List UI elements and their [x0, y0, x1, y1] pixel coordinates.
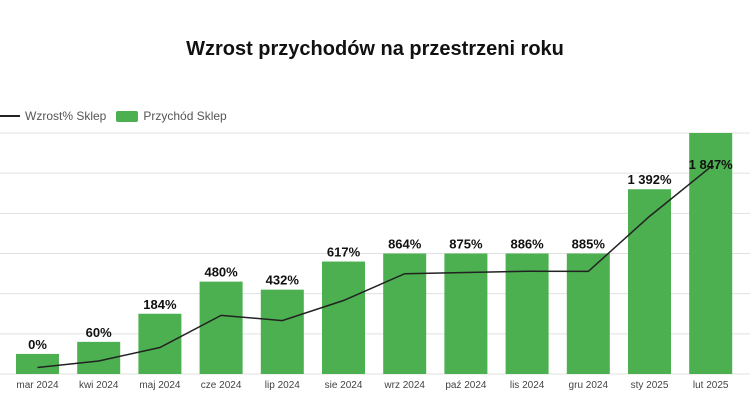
legend-label-growth: Wzrost% Sklep [25, 109, 107, 123]
data-label: 875% [449, 237, 483, 252]
data-label: 480% [204, 265, 238, 280]
data-label: 60% [86, 325, 112, 340]
data-label: 432% [266, 273, 300, 288]
legend-line-marker [0, 115, 20, 117]
data-label: 885% [572, 237, 606, 252]
bar[interactable] [689, 133, 733, 374]
data-label: 1 847% [689, 157, 734, 172]
chart-legend: Wzrost% Sklep Przychód Sklep [0, 106, 237, 126]
bar[interactable] [566, 253, 610, 375]
x-tick-label: maj 2024 [139, 380, 181, 391]
bar[interactable] [444, 253, 488, 375]
data-label: 184% [143, 297, 177, 312]
x-tick-label: cze 2024 [201, 380, 242, 391]
x-tick-label: gru 2024 [569, 380, 609, 391]
chart-title: Wzrost przychodów na przestrzeni roku [186, 38, 564, 60]
data-label: 0% [28, 337, 47, 352]
bar[interactable] [383, 253, 427, 375]
x-tick-label: sie 2024 [325, 380, 363, 391]
x-tick-label: mar 2024 [16, 380, 59, 391]
bar[interactable] [199, 281, 243, 374]
growth-line[interactable] [37, 166, 712, 369]
legend-bar-swatch [116, 110, 139, 122]
bar[interactable] [16, 353, 59, 374]
data-label: 1 392% [627, 172, 672, 187]
x-tick-label: wrz 2024 [383, 380, 425, 391]
x-tick-label: sty 2025 [631, 380, 669, 391]
x-tick-label: kwi 2024 [79, 380, 119, 391]
bar[interactable] [505, 253, 549, 375]
x-tick-label: paź 2024 [445, 380, 487, 391]
bar[interactable] [322, 261, 365, 374]
legend-label-revenue: Przychód Sklep [143, 109, 227, 123]
bar[interactable] [138, 313, 182, 374]
legend-item-revenue[interactable]: Przychód Sklep [116, 109, 227, 123]
data-label: 617% [327, 245, 361, 260]
x-tick-label: lis 2024 [510, 380, 545, 391]
x-tick-label: lip 2024 [265, 380, 300, 391]
data-label: 886% [510, 237, 544, 252]
data-label: 864% [388, 237, 422, 252]
legend-item-growth[interactable]: Wzrost% Sklep [0, 109, 106, 123]
x-tick-label: lut 2025 [693, 380, 729, 391]
bar[interactable] [260, 289, 304, 374]
bar[interactable] [628, 189, 671, 374]
